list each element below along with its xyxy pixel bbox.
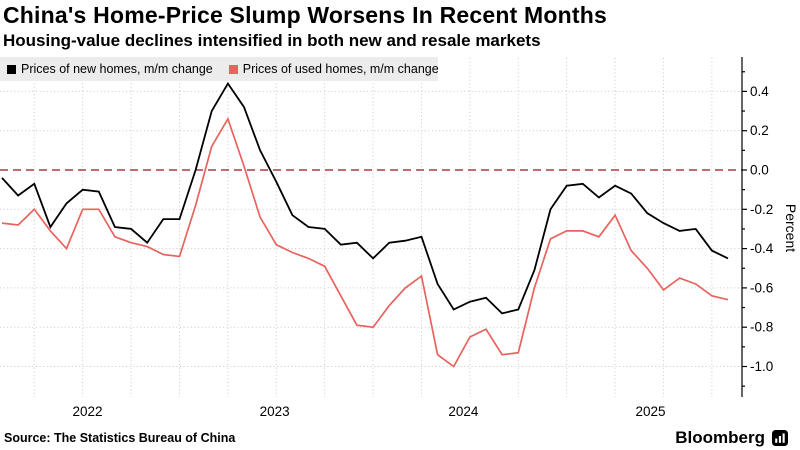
bloomberg-wordmark: Bloomberg <box>675 428 765 447</box>
bloomberg-logo-icon <box>772 430 788 446</box>
x-tick-label-2024: 2024 <box>448 404 479 419</box>
x-tick-label-2023: 2023 <box>260 404 290 419</box>
legend-swatch-used-homes-icon <box>228 64 238 74</box>
legend: Prices of new homes, m/m change Prices o… <box>0 57 439 81</box>
y-tick-label: 0.0 <box>750 163 769 178</box>
legend-item-used-homes: Prices of used homes, m/m change <box>228 62 439 76</box>
y-tick-label: -0.4 <box>750 241 774 256</box>
source-note: Source: The Statistics Bureau of China <box>4 431 236 445</box>
chart-title: China's Home-Price Slump Worsens In Rece… <box>3 2 608 28</box>
legend-label-used-homes: Prices of used homes, m/m change <box>242 62 439 76</box>
y-tick-label: 0.4 <box>750 84 769 99</box>
legend-swatch-new-homes-icon <box>7 64 16 74</box>
y-tick-label: -0.8 <box>750 320 773 335</box>
legend-label-new-homes: Prices of new homes, m/m change <box>21 62 213 76</box>
x-tick-label-2025: 2025 <box>636 404 666 419</box>
chart-subtitle: Housing-value declines intensified in bo… <box>3 31 541 50</box>
legend-item-new-homes: Prices of new homes, m/m change <box>7 62 213 76</box>
x-tick-label-2022: 2022 <box>72 404 102 419</box>
bloomberg-brand: Bloomberg <box>675 428 788 448</box>
y-tick-label: -1.0 <box>750 359 773 374</box>
series-line-used-homes <box>1 116 729 368</box>
y-tick-label: -0.6 <box>750 280 773 295</box>
series-line-new-homes <box>1 81 729 315</box>
y-tick-label: 0.2 <box>750 123 769 138</box>
y-tick-label: -0.2 <box>750 202 773 217</box>
y-axis-title: Percent <box>783 204 799 252</box>
